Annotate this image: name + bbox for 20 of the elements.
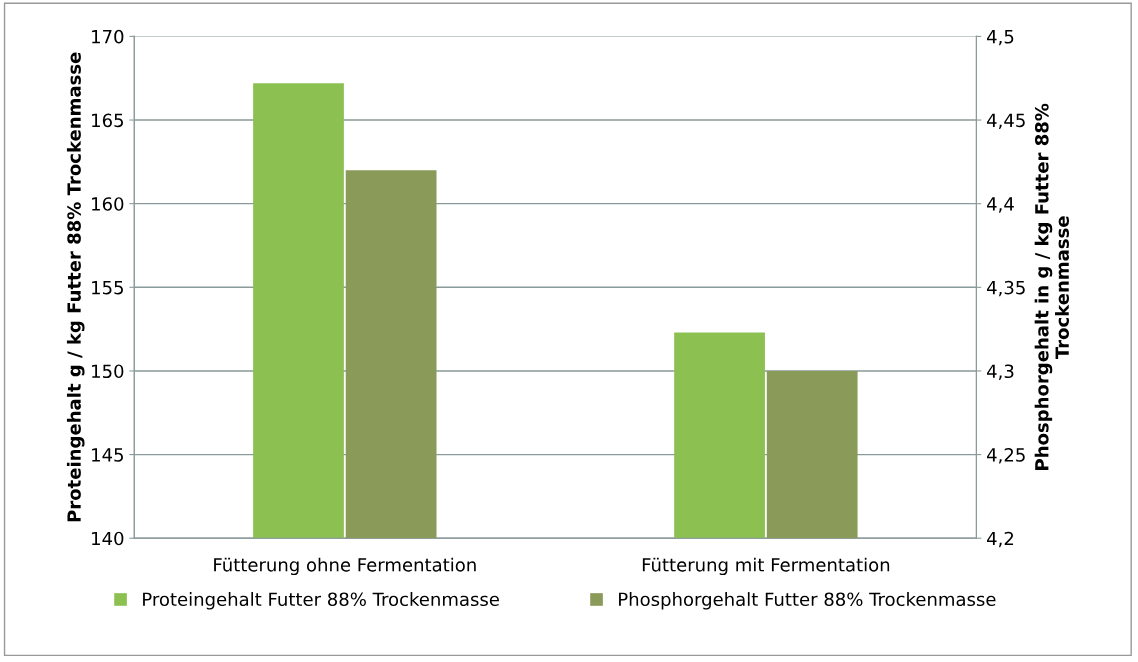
y2-tick-label: 4,5: [987, 30, 1014, 46]
y-axis-title: Proteingehalt g / kg Futter 88% Trockenmasse: [66, 52, 85, 522]
y2-tick-label: 4,4: [987, 197, 1014, 213]
x-tick-label: Fütterung mit Fermentation: [642, 557, 890, 576]
y2-tick-label: 4,25: [987, 448, 1025, 464]
y-tick-label: 155: [92, 281, 123, 295]
y-tick-label: 150: [92, 364, 124, 379]
y-tick-label: 165: [92, 113, 123, 128]
y2-tick-label: 4,45: [987, 113, 1025, 129]
y2-tick-label: 4,3: [987, 364, 1014, 380]
y2-tick-label: 4,2: [987, 531, 1014, 548]
y-tick-label: 170: [92, 29, 124, 44]
legend-label: Phosphorgehalt Futter 88% Trockenmasse: [619, 592, 996, 610]
x-tick-label: Fütterung ohne Fermentation: [214, 557, 476, 576]
y2-tick-label: 4,35: [987, 280, 1025, 297]
y2-axis-title: Phosphorgehalt in g / kg Futter 88% Trockenmasse: [1034, 103, 1069, 470]
y-tick-label: 160: [92, 197, 124, 211]
y-tick-label: 145: [92, 448, 123, 462]
legend-label: Proteingehalt Futter 88% Trockenmasse: [143, 592, 499, 610]
y-tick-label: 140: [92, 531, 124, 546]
